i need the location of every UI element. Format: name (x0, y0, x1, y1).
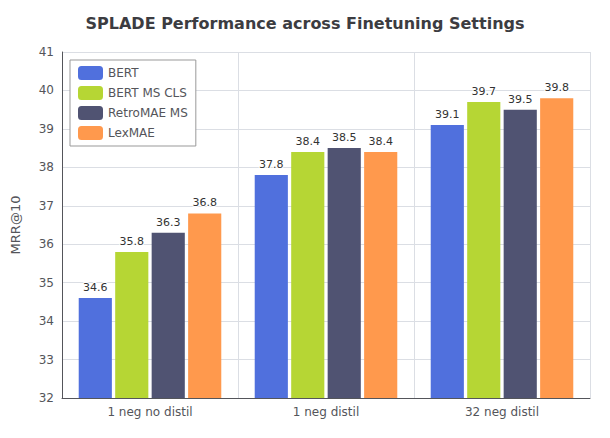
svg-text:34: 34 (39, 314, 54, 328)
svg-text:LexMAE: LexMAE (108, 126, 155, 140)
svg-text:41: 41 (39, 45, 54, 59)
svg-text:BERT: BERT (108, 66, 139, 80)
svg-text:36.3: 36.3 (156, 216, 181, 229)
svg-text:38: 38 (39, 160, 54, 174)
svg-text:32 neg distil: 32 neg distil (465, 405, 539, 419)
svg-text:37.8: 37.8 (259, 158, 284, 171)
svg-text:32: 32 (39, 391, 54, 405)
svg-text:1 neg distil: 1 neg distil (293, 405, 359, 419)
svg-text:38.4: 38.4 (296, 135, 321, 148)
svg-text:38.5: 38.5 (332, 131, 357, 144)
svg-text:35: 35 (39, 276, 54, 290)
svg-text:36.8: 36.8 (192, 196, 217, 209)
svg-text:BERT MS CLS: BERT MS CLS (108, 86, 187, 100)
svg-text:39: 39 (39, 122, 54, 136)
svg-text:RetroMAE MS: RetroMAE MS (108, 106, 188, 120)
svg-text:36: 36 (39, 237, 54, 251)
svg-text:MRR@10: MRR@10 (8, 196, 23, 255)
svg-text:39.7: 39.7 (472, 85, 497, 98)
svg-text:38.4: 38.4 (368, 135, 393, 148)
svg-text:SPLADE Performance across Fine: SPLADE Performance across Finetuning Set… (86, 14, 525, 33)
svg-text:40: 40 (39, 83, 54, 97)
svg-text:39.5: 39.5 (508, 93, 533, 106)
svg-text:1 neg no distil: 1 neg no distil (107, 405, 192, 419)
svg-text:35.8: 35.8 (120, 235, 145, 248)
svg-text:39.1: 39.1 (435, 108, 460, 121)
svg-text:33: 33 (39, 353, 54, 367)
svg-text:37: 37 (39, 199, 54, 213)
svg-text:34.6: 34.6 (83, 281, 108, 294)
svg-text:39.8: 39.8 (544, 81, 569, 94)
